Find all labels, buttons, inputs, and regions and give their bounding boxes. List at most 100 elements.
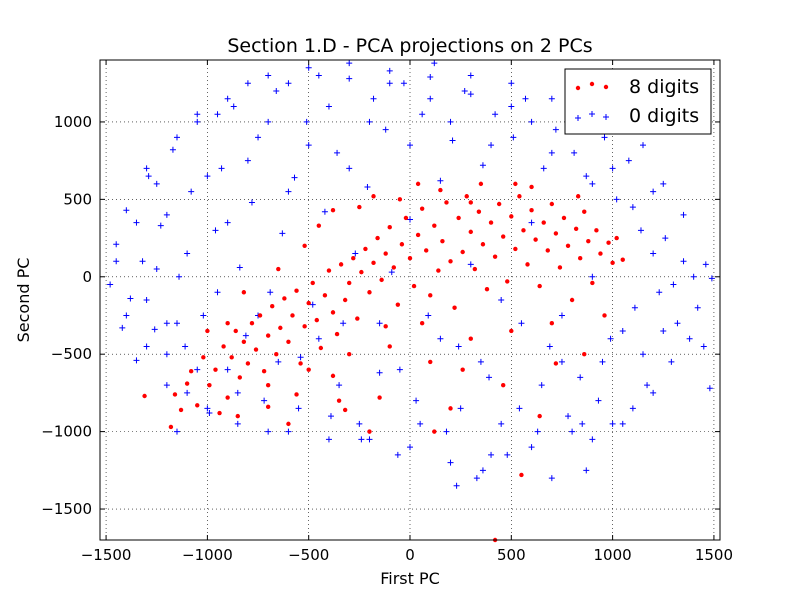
data-point-8-digits: [195, 403, 200, 408]
data-point-8-digits: [415, 181, 421, 187]
data-point-8-digits: [302, 243, 307, 249]
data-point-0-digits: [508, 80, 515, 87]
data-point-8-digits: [529, 207, 534, 213]
legend-marker-0-digits-plus: [589, 111, 595, 117]
data-point-8-digits: [424, 248, 429, 253]
data-point-8-digits: [468, 200, 473, 205]
data-point-8-digits: [452, 305, 457, 310]
data-point-8-digits: [444, 200, 449, 205]
data-point-8-digits: [363, 246, 368, 252]
data-point-0-digits: [644, 382, 651, 389]
data-point-8-digits: [245, 361, 251, 366]
data-point-8-digits: [235, 413, 240, 419]
data-point-8-digits: [282, 296, 287, 301]
data-point-0-digits: [173, 428, 180, 435]
data-point-0-digits: [589, 180, 596, 187]
data-point-8-digits: [432, 429, 437, 434]
data-point-0-digits: [516, 405, 523, 412]
data-point-0-digits: [589, 273, 596, 280]
data-point-0-digits: [546, 343, 553, 350]
data-point-8-digits: [397, 197, 403, 202]
data-point-0-digits: [589, 436, 596, 443]
legend-label-0-digits: 0 digits: [629, 105, 699, 127]
data-point-8-digits: [590, 280, 595, 286]
data-point-0-digits: [184, 389, 191, 396]
data-point-0-digits: [637, 227, 644, 234]
data-point-0-digits: [437, 177, 444, 184]
y-axis-label: Second PC: [14, 258, 33, 343]
data-point-8-digits: [359, 269, 364, 275]
data-point-8-digits: [436, 268, 441, 273]
data-point-0-digits: [364, 183, 371, 190]
data-point-0-digits: [528, 118, 535, 125]
data-point-0-digits: [650, 188, 657, 195]
data-point-0-digits: [548, 95, 555, 102]
data-point-8-digits: [533, 237, 538, 242]
series-0-digits: [107, 60, 715, 489]
data-point-0-digits: [273, 87, 280, 94]
data-point-0-digits: [577, 374, 584, 381]
data-point-8-digits: [428, 359, 433, 365]
data-point-8-digits: [184, 381, 190, 386]
data-point-0-digits: [702, 261, 709, 268]
data-point-0-digits: [224, 95, 231, 102]
data-point-0-digits: [508, 103, 515, 110]
data-point-8-digits: [274, 351, 279, 357]
data-point-0-digits: [315, 335, 322, 342]
data-point-8-digits: [383, 324, 388, 329]
data-point-0-digits: [244, 157, 251, 164]
data-point-0-digits: [467, 261, 474, 268]
data-point-0-digits: [133, 357, 140, 364]
data-point-0-digits: [407, 444, 413, 451]
data-point-0-digits: [400, 80, 407, 87]
x-tick-label: 500: [497, 546, 526, 564]
data-point-8-digits: [513, 181, 518, 187]
data-point-0-digits: [285, 80, 292, 87]
data-point-8-digits: [573, 226, 579, 231]
data-point-0-digits: [325, 436, 332, 443]
data-point-8-digits: [322, 293, 328, 298]
data-point-0-digits: [504, 451, 511, 458]
data-point-0-digits: [479, 162, 486, 169]
data-point-0-digits: [640, 142, 647, 149]
data-point-0-digits: [153, 180, 160, 187]
data-point-0-digits: [437, 335, 444, 342]
data-point-0-digits: [366, 118, 373, 125]
data-point-0-digits: [153, 266, 160, 273]
data-point-0-digits: [204, 173, 211, 180]
data-point-8-digits: [472, 266, 478, 272]
data-point-0-digits: [321, 208, 328, 215]
data-point-8-digits: [478, 181, 484, 187]
data-point-0-digits: [548, 149, 555, 156]
data-point-0-digits: [127, 295, 134, 302]
data-point-0-digits: [143, 297, 150, 303]
data-point-0-digits: [145, 173, 152, 180]
data-point-8-digits: [505, 279, 510, 284]
y-tick-label: −500: [51, 345, 92, 363]
data-point-0-digits: [467, 72, 474, 79]
data-point-0-digits: [680, 211, 687, 218]
data-point-8-digits: [294, 392, 299, 397]
data-point-8-digits: [334, 331, 340, 337]
data-point-8-digits: [330, 310, 336, 315]
data-point-0-digits: [579, 420, 586, 427]
data-point-0-digits: [650, 250, 657, 257]
data-point-8-digits: [448, 406, 453, 411]
data-point-0-digits: [479, 467, 486, 474]
data-point-0-digits: [694, 304, 701, 311]
data-point-8-digits: [492, 254, 498, 259]
data-point-0-digits: [382, 126, 389, 133]
data-point-0-digits: [139, 258, 146, 265]
data-point-8-digits: [537, 283, 542, 289]
data-point-8-digits: [419, 321, 425, 326]
data-point-8-digits: [355, 316, 360, 321]
data-point-8-digits: [582, 209, 587, 214]
data-point-0-digits: [113, 258, 120, 265]
x-tick-label: 0: [405, 546, 415, 564]
data-point-0-digits: [340, 320, 347, 327]
y-tick-label: 1000: [54, 113, 92, 131]
data-point-8-digits: [480, 242, 486, 247]
data-point-8-digits: [342, 297, 348, 303]
data-point-0-digits: [346, 60, 353, 67]
data-point-8-digits: [375, 235, 380, 241]
